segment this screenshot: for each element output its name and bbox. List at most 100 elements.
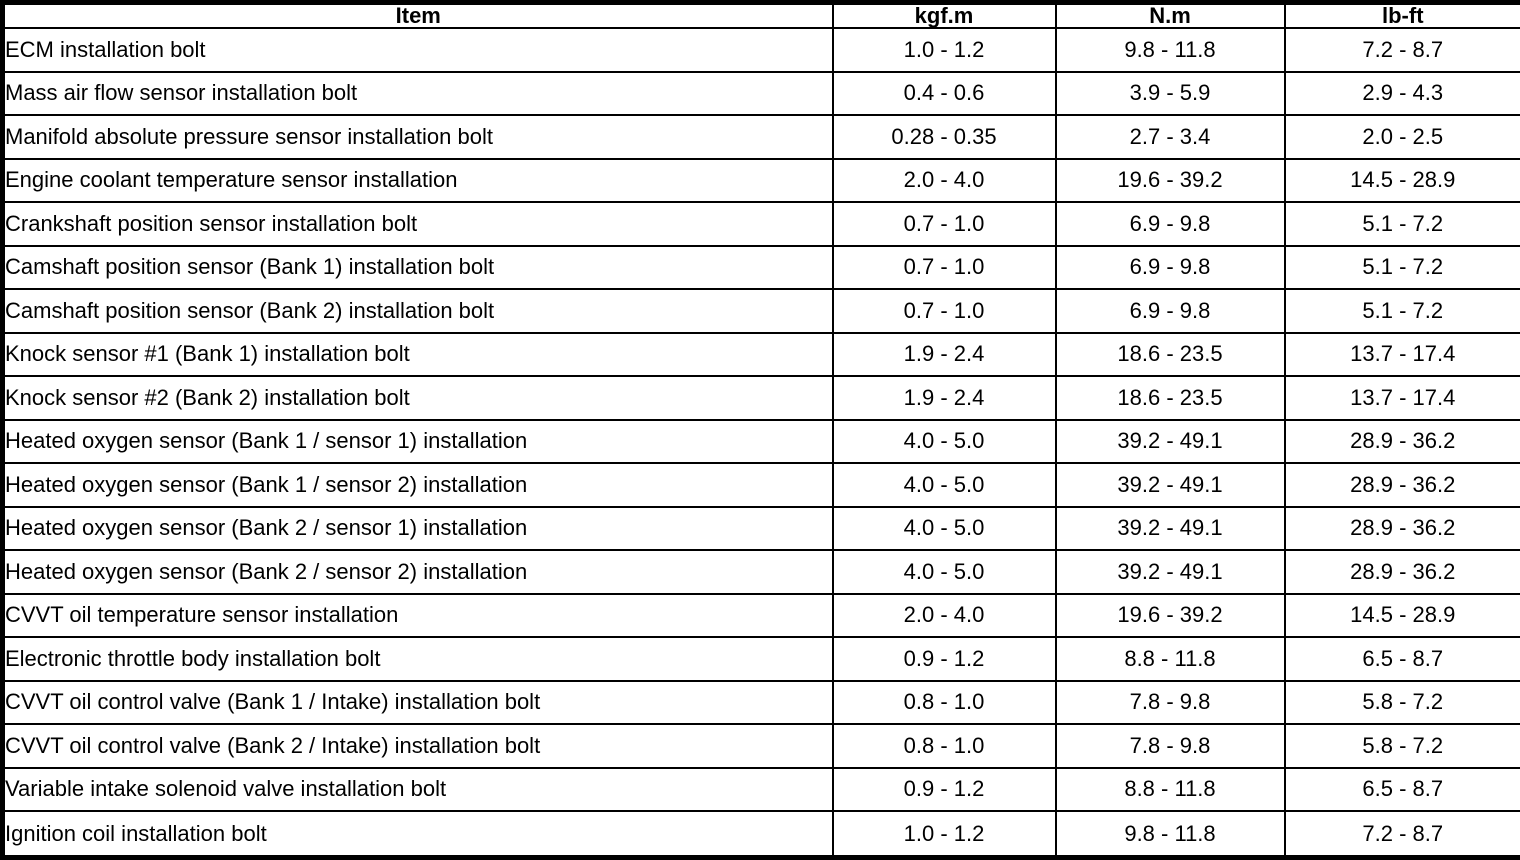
- cell-nm: 39.2 - 49.1: [1054, 505, 1286, 551]
- cell-kgfm: 1.0 - 1.2: [831, 27, 1057, 73]
- cell-kgfm: 0.8 - 1.0: [831, 723, 1057, 769]
- cell-kgfm: 2.0 - 4.0: [831, 592, 1057, 638]
- cell-nm: 39.2 - 49.1: [1054, 462, 1286, 508]
- cell-nm: 6.9 - 9.8: [1054, 244, 1286, 290]
- cell-nm: 19.6 - 39.2: [1054, 592, 1286, 638]
- table-row: Heated oxygen sensor (Bank 1 / sensor 1)…: [1, 418, 1520, 464]
- cell-lbft: 2.0 - 2.5: [1283, 114, 1520, 160]
- cell-kgfm: 4.0 - 5.0: [831, 549, 1057, 595]
- cell-kgfm: 0.4 - 0.6: [831, 70, 1057, 116]
- cell-lbft: 5.8 - 7.2: [1283, 723, 1520, 769]
- cell-item: Heated oxygen sensor (Bank 1 / sensor 1)…: [1, 418, 834, 464]
- table-row: Engine coolant temperature sensor instal…: [1, 157, 1520, 203]
- table-row: Electronic throttle body installation bo…: [1, 636, 1520, 682]
- cell-lbft: 5.1 - 7.2: [1283, 288, 1520, 334]
- table-row: Ignition coil installation bolt 1.0 - 1.2…: [1, 810, 1520, 859]
- cell-lbft: 28.9 - 36.2: [1283, 505, 1520, 551]
- cell-nm: 8.8 - 11.8: [1054, 636, 1286, 682]
- cell-nm: 19.6 - 39.2: [1054, 157, 1286, 203]
- column-header-lbft: lb-ft: [1283, 1, 1520, 29]
- cell-kgfm: 0.7 - 1.0: [831, 201, 1057, 247]
- cell-lbft: 6.5 - 8.7: [1283, 766, 1520, 812]
- cell-lbft: 5.8 - 7.2: [1283, 679, 1520, 725]
- cell-nm: 18.6 - 23.5: [1054, 375, 1286, 421]
- cell-lbft: 5.1 - 7.2: [1283, 244, 1520, 290]
- cell-lbft: 14.5 - 28.9: [1283, 592, 1520, 638]
- cell-nm: 6.9 - 9.8: [1054, 288, 1286, 334]
- cell-item: Manifold absolute pressure sensor instal…: [1, 114, 834, 160]
- cell-nm: 18.6 - 23.5: [1054, 331, 1286, 377]
- column-header-kgfm: kgf.m: [831, 1, 1057, 29]
- table-row: Variable intake solenoid valve installat…: [1, 766, 1520, 812]
- cell-item: Variable intake solenoid valve installat…: [1, 766, 834, 812]
- cell-nm: 7.8 - 9.8: [1054, 679, 1286, 725]
- table-row: Heated oxygen sensor (Bank 2 / sensor 1)…: [1, 505, 1520, 551]
- cell-nm: 39.2 - 49.1: [1054, 549, 1286, 595]
- cell-kgfm: 0.8 - 1.0: [831, 679, 1057, 725]
- cell-lbft: 7.2 - 8.7: [1283, 810, 1520, 859]
- cell-lbft: 2.9 - 4.3: [1283, 70, 1520, 116]
- cell-lbft: 28.9 - 36.2: [1283, 549, 1520, 595]
- cell-lbft: 14.5 - 28.9: [1283, 157, 1520, 203]
- cell-kgfm: 2.0 - 4.0: [831, 157, 1057, 203]
- table-row: CVVT oil temperature sensor installation…: [1, 592, 1520, 638]
- cell-item: CVVT oil temperature sensor installation: [1, 592, 834, 638]
- cell-kgfm: 1.0 - 1.2: [831, 810, 1057, 859]
- cell-lbft: 28.9 - 36.2: [1283, 462, 1520, 508]
- table-row: Camshaft position sensor (Bank 2) instal…: [1, 288, 1520, 334]
- cell-item: Heated oxygen sensor (Bank 2 / sensor 2)…: [1, 549, 834, 595]
- cell-item: Crankshaft position sensor installation …: [1, 201, 834, 247]
- cell-kgfm: 1.9 - 2.4: [831, 331, 1057, 377]
- cell-item: Camshaft position sensor (Bank 2) instal…: [1, 288, 834, 334]
- cell-item: ECM installation bolt: [1, 27, 834, 73]
- cell-item: Heated oxygen sensor (Bank 2 / sensor 1)…: [1, 505, 834, 551]
- cell-lbft: 6.5 - 8.7: [1283, 636, 1520, 682]
- cell-item: Camshaft position sensor (Bank 1) instal…: [1, 244, 834, 290]
- table-row: Manifold absolute pressure sensor instal…: [1, 114, 1520, 160]
- table-row: ECM installation bolt 1.0 - 1.2 9.8 - 11.8…: [1, 27, 1520, 73]
- cell-nm: 7.8 - 9.8: [1054, 723, 1286, 769]
- cell-kgfm: 4.0 - 5.0: [831, 505, 1057, 551]
- cell-kgfm: 1.9 - 2.4: [831, 375, 1057, 421]
- cell-kgfm: 0.9 - 1.2: [831, 636, 1057, 682]
- table-row: CVVT oil control valve (Bank 2 / Intake)…: [1, 723, 1520, 769]
- table-row: Heated oxygen sensor (Bank 1 / sensor 2)…: [1, 462, 1520, 508]
- cell-lbft: 13.7 - 17.4: [1283, 375, 1520, 421]
- table-row: CVVT oil control valve (Bank 1 / Intake)…: [1, 679, 1520, 725]
- table-row: Knock sensor #2 (Bank 2) installation bo…: [1, 375, 1520, 421]
- cell-item: Mass air flow sensor installation bolt: [1, 70, 834, 116]
- cell-lbft: 7.2 - 8.7: [1283, 27, 1520, 73]
- header-row: Item kgf.m N.m lb-ft: [1, 1, 1520, 29]
- cell-nm: 3.9 - 5.9: [1054, 70, 1286, 116]
- table-row: Knock sensor #1 (Bank 1) installation bo…: [1, 331, 1520, 377]
- cell-item: Heated oxygen sensor (Bank 1 / sensor 2)…: [1, 462, 834, 508]
- cell-lbft: 13.7 - 17.4: [1283, 331, 1520, 377]
- cell-item: Knock sensor #1 (Bank 1) installation bo…: [1, 331, 834, 377]
- cell-item: Electronic throttle body installation bo…: [1, 636, 834, 682]
- cell-nm: 9.8 - 11.8: [1054, 27, 1286, 73]
- table-row: Camshaft position sensor (Bank 1) instal…: [1, 244, 1520, 290]
- cell-nm: 2.7 - 3.4: [1054, 114, 1286, 160]
- cell-kgfm: 4.0 - 5.0: [831, 418, 1057, 464]
- cell-nm: 9.8 - 11.8: [1054, 810, 1286, 859]
- cell-kgfm: 4.0 - 5.0: [831, 462, 1057, 508]
- cell-lbft: 28.9 - 36.2: [1283, 418, 1520, 464]
- cell-kgfm: 0.7 - 1.0: [831, 244, 1057, 290]
- cell-item: Ignition coil installation bolt: [1, 810, 834, 859]
- cell-item: CVVT oil control valve (Bank 2 / Intake)…: [1, 723, 834, 769]
- table-body: ECM installation bolt 1.0 - 1.2 9.8 - 11.8…: [1, 27, 1520, 859]
- table-row: Heated oxygen sensor (Bank 2 / sensor 2)…: [1, 549, 1520, 595]
- cell-lbft: 5.1 - 7.2: [1283, 201, 1520, 247]
- cell-nm: 8.8 - 11.8: [1054, 766, 1286, 812]
- column-header-item: Item: [1, 1, 834, 29]
- cell-item: Engine coolant temperature sensor instal…: [1, 157, 834, 203]
- cell-item: Knock sensor #2 (Bank 2) installation bo…: [1, 375, 834, 421]
- cell-item: CVVT oil control valve (Bank 1 / Intake)…: [1, 679, 834, 725]
- cell-kgfm: 0.7 - 1.0: [831, 288, 1057, 334]
- cell-nm: 39.2 - 49.1: [1054, 418, 1286, 464]
- column-header-nm: N.m: [1054, 1, 1286, 29]
- cell-kgfm: 0.28 - 0.35: [831, 114, 1057, 160]
- table-row: Mass air flow sensor installation bolt 0.…: [1, 70, 1520, 116]
- table-row: Crankshaft position sensor installation …: [1, 201, 1520, 247]
